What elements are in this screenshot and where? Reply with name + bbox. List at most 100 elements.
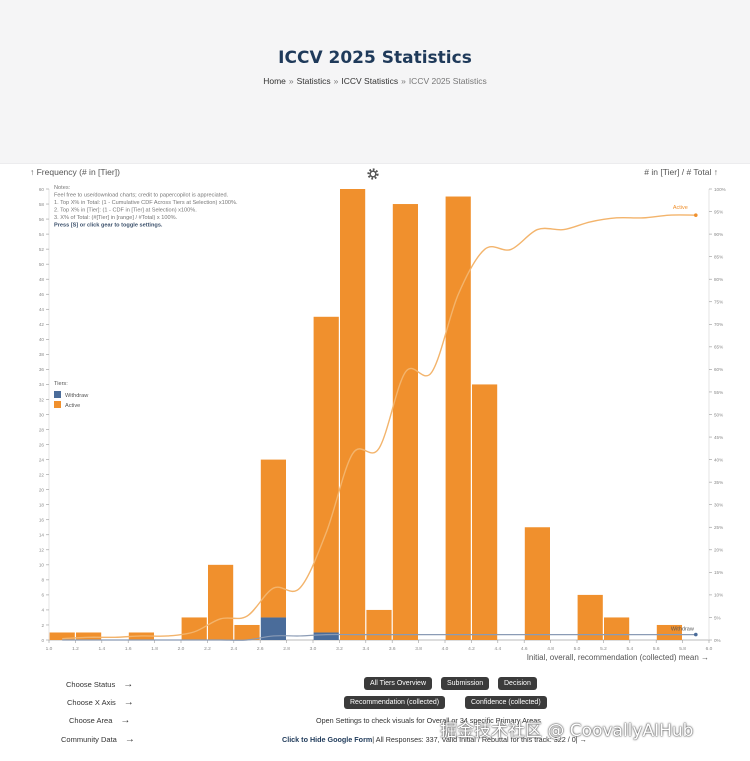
x-tick-label: 5.4 — [626, 646, 633, 652]
arrow-right-icon: → — [123, 697, 134, 708]
x-tick-label: 4.6 — [521, 646, 528, 652]
x-axis-title: Initial, overall, recommendation (collec… — [527, 653, 709, 662]
x-tick-label: 5.6 — [653, 646, 660, 652]
y-tick-label: 20 — [39, 487, 45, 492]
y-tick-label: 12 — [39, 548, 45, 553]
x-tick-label: 1.6 — [125, 646, 132, 652]
x-tick-label: 1.0 — [46, 646, 53, 652]
x-tick-label: 2.8 — [283, 646, 290, 652]
all-tiers-overview-button[interactable]: All Tiers Overview — [364, 677, 433, 690]
breadcrumb-current: ICCV 2025 Statistics — [408, 76, 487, 86]
x-tick-label: 5.8 — [679, 646, 686, 652]
bar-active — [366, 609, 392, 640]
chart-note: Notes: — [54, 185, 71, 191]
legend-swatch — [54, 401, 61, 408]
line-label-active: Active — [673, 205, 688, 211]
page-header: ICCV 2025 Statistics Home» Statistics» ICC… — [0, 0, 750, 164]
bar-active — [604, 617, 630, 640]
form-line: Click to Hide Google Form| All Responses… — [282, 735, 587, 744]
x-tick-label: 1.8 — [151, 646, 158, 652]
submission-button[interactable]: Submission — [441, 677, 490, 690]
breadcrumb-statistics[interactable]: Statistics — [296, 76, 331, 86]
y-tick-label: 8 — [41, 578, 44, 583]
right-tick-label: 90% — [714, 232, 723, 237]
right-tick-label: 75% — [714, 300, 723, 305]
y-tick-label: 54 — [39, 232, 45, 237]
y-tick-label: 26 — [39, 442, 45, 447]
breadcrumb-iccv-statistics[interactable]: ICCV Statistics — [341, 76, 399, 86]
cumulative-line-active — [62, 214, 696, 640]
y-tick-label: 6 — [41, 593, 44, 598]
x-tick-label: 6.0 — [706, 646, 713, 652]
right-axis-title: # in [Tier] / # Total ↑ — [644, 167, 718, 177]
recommendation-button[interactable]: Recommendation (collected) — [344, 696, 446, 709]
bar-active — [313, 316, 339, 633]
bar-active — [234, 624, 260, 640]
cumulative-end-withdraw — [694, 632, 698, 637]
arrow-right-icon: → — [579, 735, 587, 744]
bar-active — [340, 189, 366, 640]
bar-active — [181, 617, 207, 640]
x-tick-label: 2.0 — [178, 646, 185, 652]
x-tick-label: 1.2 — [72, 646, 79, 652]
breadcrumb-home[interactable]: Home — [263, 76, 286, 86]
hide-google-form-link[interactable]: Click to Hide Google Form — [282, 735, 373, 744]
y-tick-label: 0 — [41, 638, 44, 643]
right-tick-label: 45% — [714, 435, 723, 440]
bar-active — [392, 204, 418, 640]
x-tick-label: 4.4 — [494, 646, 501, 652]
bar-active — [208, 564, 234, 640]
chart-note: Feel free to use/download charts; credit… — [54, 193, 229, 199]
y-tick-label: 32 — [39, 397, 45, 402]
confidence-button[interactable]: Confidence (collected) — [465, 696, 547, 709]
bar-active — [49, 632, 75, 640]
y-tick-label: 42 — [39, 322, 45, 327]
y-tick-label: 28 — [39, 427, 45, 432]
choose-area-button[interactable]: Choose Area → — [69, 715, 131, 726]
choose-status-button[interactable]: Choose Status → — [66, 679, 134, 690]
y-tick-label: 2 — [41, 623, 44, 628]
y-tick-label: 58 — [39, 202, 45, 207]
histogram-chart: ↑ Frequency (# in [Tier]) # in [Tier] / #… — [0, 163, 750, 673]
y-tick-label: 30 — [39, 412, 45, 417]
x-tick-label: 4.8 — [547, 646, 554, 652]
x-tick-label: 5.2 — [600, 646, 607, 652]
bar-active — [656, 624, 682, 640]
bar-withdraw — [260, 617, 286, 640]
right-tick-label: 95% — [714, 209, 723, 214]
chart-note: 3. X% of Total: (#[Tier] in [range] / #T… — [54, 215, 178, 221]
right-tick-label: 55% — [714, 390, 723, 395]
community-data-button[interactable]: Community Data → — [61, 734, 135, 745]
y-tick-label: 60 — [39, 187, 45, 192]
right-tick-label: 80% — [714, 277, 723, 282]
choose-x-axis-button[interactable]: Choose X Axis → — [67, 697, 134, 708]
y-tick-label: 56 — [39, 217, 45, 222]
bar-active — [445, 196, 471, 640]
y-tick-label: 14 — [39, 533, 45, 538]
legend-title: Tiers: — [54, 381, 68, 387]
right-tick-label: 30% — [714, 503, 723, 508]
arrow-right-icon: → — [124, 734, 135, 745]
chart-note: 1. Top X% in Total: (1 - Cumulative CDF … — [54, 200, 238, 206]
y-tick-label: 16 — [39, 518, 45, 523]
page-title: ICCV 2025 Statistics — [278, 48, 472, 68]
right-tick-label: 25% — [714, 525, 723, 530]
chart-svg: ↑ Frequency (# in [Tier]) # in [Tier] / #… — [30, 167, 726, 662]
x-tick-label: 5.0 — [574, 646, 581, 652]
arrow-right-icon: → — [120, 715, 131, 726]
y-tick-label: 40 — [39, 337, 45, 342]
x-tick-label: 2.2 — [204, 646, 211, 652]
y-tick-label: 18 — [39, 503, 45, 508]
right-tick-label: 35% — [714, 480, 723, 485]
decision-button[interactable]: Decision — [498, 677, 537, 690]
left-axis-title: ↑ Frequency (# in [Tier]) — [30, 167, 120, 177]
breadcrumb: Home» Statistics» ICCV Statistics» ICCV 202… — [263, 76, 487, 86]
bar-active — [524, 527, 550, 640]
x-tick-label: 3.6 — [389, 646, 396, 652]
right-tick-label: 65% — [714, 345, 723, 350]
y-tick-label: 38 — [39, 352, 45, 357]
right-tick-label: 0% — [714, 638, 721, 643]
watermark-text: 掘金技术社区 @ CoovallyAIHub — [440, 721, 694, 741]
gear-icon[interactable] — [367, 168, 379, 180]
line-label-withdraw: Withdraw — [671, 627, 694, 633]
